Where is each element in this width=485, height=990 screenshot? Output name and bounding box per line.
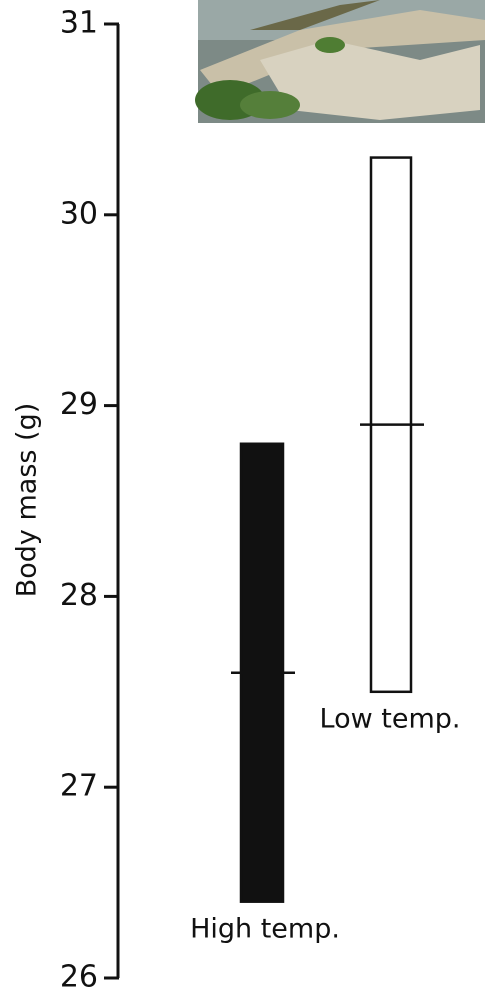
y-tick-label: 27 bbox=[60, 769, 98, 804]
series-label: Low temp. bbox=[320, 704, 461, 735]
y-tick-label: 31 bbox=[60, 6, 98, 41]
series-label: High temp. bbox=[190, 914, 340, 945]
y-tick-label: 30 bbox=[60, 196, 98, 231]
y-axis-label: Body mass (g) bbox=[12, 403, 43, 598]
y-tick-label: 26 bbox=[60, 960, 98, 990]
photo bbox=[195, 0, 485, 123]
y-tick-label: 29 bbox=[60, 387, 98, 422]
y-tick-label: 28 bbox=[60, 578, 98, 613]
